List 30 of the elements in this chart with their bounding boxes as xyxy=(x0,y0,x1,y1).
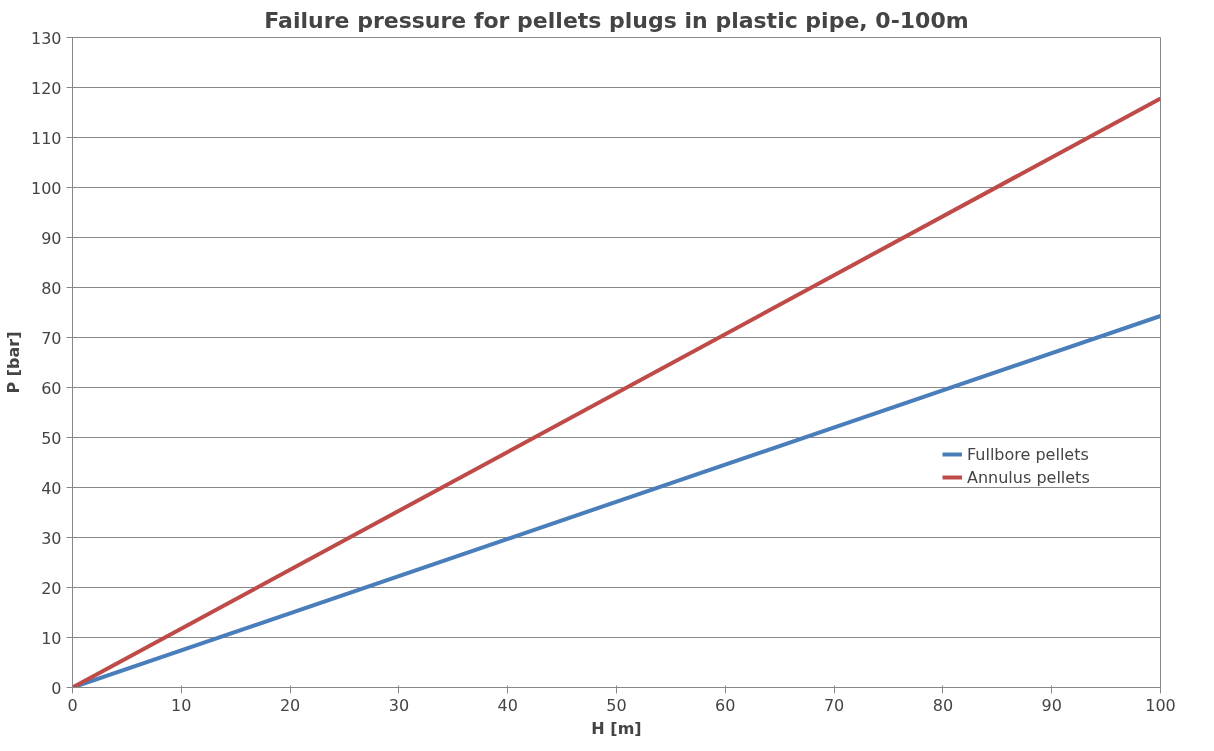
x-tick-label: 20 xyxy=(279,695,301,715)
x-tick-label: 90 xyxy=(1041,695,1062,715)
x-tick-label: 0 xyxy=(67,695,78,715)
y-tick-label: 30 xyxy=(41,528,62,548)
y-tick-label: 60 xyxy=(41,378,62,398)
x-tick-label: 70 xyxy=(823,695,845,715)
x-axis-title: H [m] xyxy=(591,718,642,738)
y-tick-label: 90 xyxy=(41,228,62,248)
y-tick-label: 70 xyxy=(41,328,62,348)
x-tick-label: 80 xyxy=(932,695,954,715)
y-axis-title: P [bar] xyxy=(3,331,23,394)
x-tick-label: 100 xyxy=(1145,695,1176,715)
y-tick-label: 50 xyxy=(41,428,62,448)
x-tick-label: 10 xyxy=(171,695,192,715)
x-tick-label: 30 xyxy=(388,695,410,715)
x-tick-label: 50 xyxy=(606,695,627,715)
y-tick-label: 100 xyxy=(30,178,62,198)
legend-label: Fullbore pellets xyxy=(967,444,1089,464)
y-tick-label: 20 xyxy=(41,578,62,598)
y-tick-label: 120 xyxy=(30,78,62,98)
y-tick-label: 130 xyxy=(30,28,62,48)
x-tick-label: 60 xyxy=(715,695,736,715)
y-tick-label: 40 xyxy=(41,478,62,498)
y-tick-label: 0 xyxy=(51,678,62,698)
legend-label: Annulus pellets xyxy=(967,467,1090,487)
x-tick-label: 40 xyxy=(497,695,518,715)
y-tick-label: 80 xyxy=(41,278,62,298)
y-tick-label: 10 xyxy=(41,628,62,648)
y-tick-label: 110 xyxy=(30,128,62,148)
chart-title: Failure pressure for pellets plugs in plastic pipe, 0-100m xyxy=(264,7,969,33)
